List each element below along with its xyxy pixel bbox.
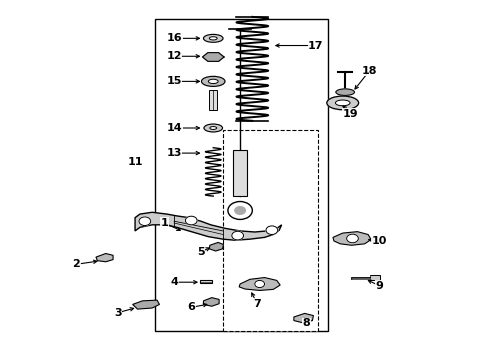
Ellipse shape	[203, 35, 223, 42]
Text: 11: 11	[127, 157, 143, 167]
Text: 16: 16	[166, 33, 182, 43]
Ellipse shape	[210, 127, 217, 130]
Polygon shape	[294, 314, 314, 323]
Bar	[209, 90, 217, 110]
Text: 1: 1	[161, 218, 168, 228]
Text: 14: 14	[166, 123, 182, 133]
Polygon shape	[135, 212, 282, 240]
Text: 15: 15	[167, 76, 182, 86]
Text: 19: 19	[342, 109, 358, 119]
Polygon shape	[239, 278, 280, 291]
Bar	[200, 280, 212, 283]
Polygon shape	[203, 298, 219, 306]
Circle shape	[255, 280, 265, 288]
Circle shape	[232, 231, 244, 240]
Text: 6: 6	[187, 302, 195, 312]
Ellipse shape	[204, 124, 222, 132]
Circle shape	[185, 216, 197, 225]
Text: 7: 7	[253, 299, 261, 309]
Text: 5: 5	[197, 247, 205, 257]
Ellipse shape	[335, 100, 350, 106]
Ellipse shape	[208, 79, 218, 84]
Text: 12: 12	[167, 51, 182, 61]
Text: 4: 4	[170, 277, 178, 287]
Circle shape	[346, 234, 358, 243]
Bar	[370, 275, 380, 280]
Bar	[223, 130, 318, 330]
Circle shape	[266, 226, 278, 234]
Text: 17: 17	[308, 41, 323, 50]
Text: 2: 2	[73, 259, 80, 269]
Ellipse shape	[336, 89, 354, 95]
Text: 10: 10	[372, 236, 387, 246]
Text: 13: 13	[167, 148, 182, 158]
Polygon shape	[333, 231, 371, 245]
Polygon shape	[133, 300, 159, 309]
Polygon shape	[202, 53, 224, 61]
Circle shape	[235, 206, 245, 215]
Circle shape	[139, 217, 151, 226]
FancyBboxPatch shape	[155, 19, 328, 330]
Polygon shape	[96, 253, 113, 262]
Ellipse shape	[201, 76, 225, 86]
Text: 8: 8	[302, 319, 310, 328]
Text: 18: 18	[362, 66, 377, 76]
Polygon shape	[209, 242, 223, 251]
Text: 3: 3	[114, 308, 122, 318]
Bar	[233, 149, 247, 196]
Text: 9: 9	[375, 281, 383, 291]
Ellipse shape	[209, 37, 217, 40]
Ellipse shape	[327, 96, 359, 110]
